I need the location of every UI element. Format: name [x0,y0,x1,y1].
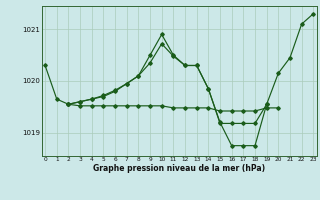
X-axis label: Graphe pression niveau de la mer (hPa): Graphe pression niveau de la mer (hPa) [93,164,265,173]
